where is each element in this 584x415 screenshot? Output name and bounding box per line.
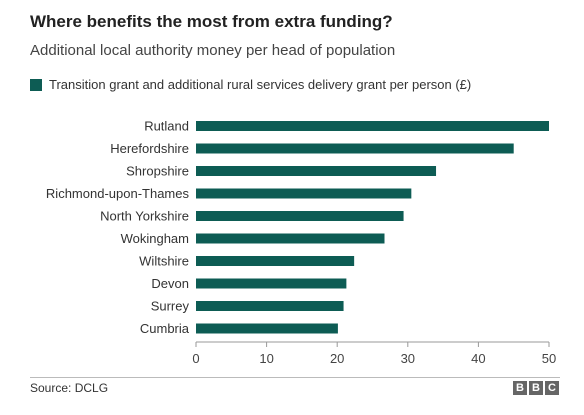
category-label: Cumbria <box>140 321 190 336</box>
chart-title: Where benefits the most from extra fundi… <box>30 12 393 31</box>
bbc-logo-block: B <box>513 381 527 395</box>
bar <box>196 188 412 199</box>
category-label: Devon <box>151 276 189 291</box>
legend-swatch <box>30 78 42 91</box>
bbc-logo: B B C <box>513 381 559 395</box>
bar <box>196 323 338 334</box>
category-label: Wokingham <box>121 231 189 246</box>
category-label: Rutland <box>144 119 189 134</box>
category-label: Wiltshire <box>139 254 189 269</box>
bar <box>196 166 437 176</box>
bbc-logo-block: B <box>529 381 543 395</box>
legend: Transition grant and additional rural se… <box>30 77 471 92</box>
x-tick-label: 30 <box>401 351 415 366</box>
bar <box>196 143 514 154</box>
x-tick-label: 0 <box>192 351 199 366</box>
bar <box>196 121 549 131</box>
legend-label: Transition grant and additional rural se… <box>49 77 472 92</box>
x-tick-label: 50 <box>542 351 556 366</box>
bar <box>196 211 404 221</box>
category-label: North Yorkshire <box>100 209 189 224</box>
category-label: Shropshire <box>126 164 189 179</box>
x-tick-label: 10 <box>259 351 273 366</box>
bbc-logo-block: C <box>545 381 559 395</box>
category-label: Surrey <box>151 299 190 314</box>
category-label: Richmond-upon-Thames <box>46 186 190 201</box>
bar <box>196 278 347 289</box>
x-tick-label: 20 <box>330 351 344 366</box>
x-tick-label: 40 <box>471 351 485 366</box>
bar <box>196 256 355 266</box>
footer-divider <box>30 377 560 378</box>
bar <box>196 301 344 311</box>
source-note: Source: DCLG <box>30 381 109 395</box>
category-label: Herefordshire <box>110 141 189 156</box>
bar <box>196 233 385 244</box>
chart-subtitle: Additional local authority money per hea… <box>30 42 396 59</box>
